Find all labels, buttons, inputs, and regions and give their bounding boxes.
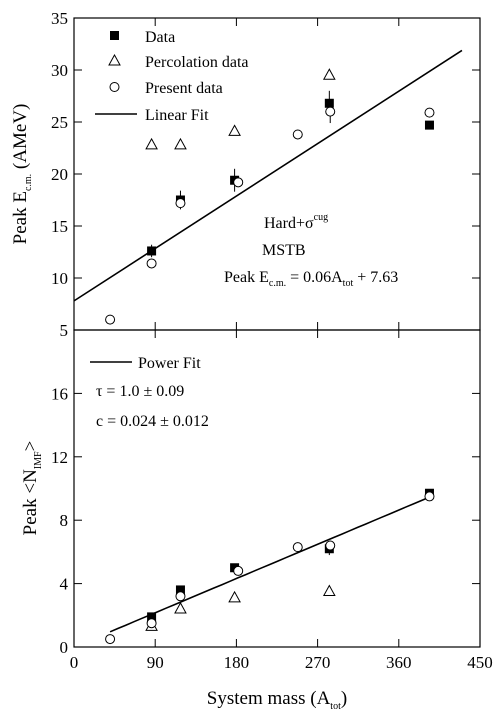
c-annotation: c = 0.024 ± 0.012 — [96, 413, 209, 430]
model-annotation-2: MSTB — [262, 242, 306, 259]
bottom-y-tick-label: 8 — [60, 511, 69, 530]
top-ticks: 5 10 15 20 25 30 35 — [51, 9, 481, 340]
percolation-point-triangle — [174, 137, 187, 150]
top-y-tick-label: 5 — [60, 321, 69, 340]
model-annotation: Hard+σcug — [264, 212, 328, 232]
legend-present-label: Present data — [145, 80, 223, 97]
bottom-y-tick-label: 16 — [51, 384, 68, 403]
x-tick-label: 270 — [305, 653, 331, 672]
bottom-panel-frame — [73, 329, 481, 648]
x-tick-label: 450 — [467, 653, 493, 672]
bottom-y-tick-label: 0 — [60, 638, 69, 657]
top-legend: Data Percolation data Present data Linea… — [95, 29, 249, 124]
top-y-tick-label: 15 — [51, 217, 68, 236]
data-point-square — [424, 120, 434, 130]
percolation-point-triangle — [322, 584, 336, 597]
legend-data-label: Data — [145, 29, 175, 46]
present-point-circle — [292, 542, 303, 553]
bottom-y-tick-label: 4 — [60, 575, 69, 594]
present-point-circle — [175, 198, 186, 209]
bottom-y-tick-label: 12 — [51, 448, 68, 467]
percolation-point-triangle — [228, 590, 241, 603]
bottom-y-axis-label: Peak <NIMF> — [20, 441, 44, 536]
linear-fit-line — [73, 49, 463, 302]
x-axis-label: System mass (Atot) — [207, 688, 347, 712]
legend-power-fit-label: Power Fit — [138, 355, 201, 372]
top-y-axis-label: Peak Ec.m. (AMeV) — [10, 104, 34, 245]
legend-linear-fit-label: Linear Fit — [145, 107, 209, 124]
bottom-ticks: 0 4 8 12 16 0 90 180 270 360 450 — [51, 330, 493, 672]
present-point-circle — [424, 491, 435, 502]
present-point-circle — [325, 540, 336, 551]
data-point-square — [147, 612, 157, 622]
top-y-tick-label: 10 — [51, 269, 68, 288]
x-tick-label: 0 — [70, 653, 79, 672]
present-point-circle — [292, 129, 303, 140]
data-point-square — [147, 246, 157, 256]
present-point-circle — [105, 634, 116, 645]
legend-percolation-marker — [108, 53, 121, 66]
legend-percolation-label: Percolation data — [145, 54, 249, 71]
linear-fit-equation: Peak Ec.m. = 0.06Atot + 7.63 — [224, 269, 398, 289]
legend-data-marker — [110, 31, 119, 40]
present-point-circle — [146, 258, 157, 269]
present-point-circle — [325, 106, 336, 117]
top-marks — [105, 68, 435, 325]
present-point-circle — [146, 618, 157, 629]
top-y-tick-label: 25 — [51, 113, 68, 132]
data-point-square — [175, 585, 185, 595]
percolation-point-triangle — [322, 68, 336, 80]
bottom-fit-line — [109, 496, 430, 633]
top-y-tick-label: 35 — [51, 9, 68, 28]
power-fit-line — [109, 496, 430, 633]
x-tick-label: 360 — [386, 653, 412, 672]
percolation-point-triangle — [228, 124, 241, 136]
data-point-square — [324, 98, 334, 108]
present-point-circle — [175, 591, 186, 602]
bottom-legend: Power Fit — [90, 355, 201, 372]
percolation-point-triangle — [174, 601, 187, 614]
bottom-marks — [105, 488, 435, 645]
present-point-circle — [424, 107, 435, 118]
percolation-point-triangle — [145, 137, 158, 150]
present-point-circle — [233, 565, 244, 576]
present-point-circle — [105, 314, 116, 325]
top-fit-line — [73, 49, 463, 302]
x-tick-label: 90 — [147, 653, 164, 672]
present-point-circle — [233, 177, 244, 188]
legend-present-marker — [109, 82, 120, 92]
top-y-tick-label: 20 — [51, 165, 68, 184]
tau-annotation: τ = 1.0 ± 0.09 — [96, 383, 184, 400]
x-tick-label: 180 — [224, 653, 250, 672]
top-y-tick-label: 30 — [51, 61, 68, 80]
